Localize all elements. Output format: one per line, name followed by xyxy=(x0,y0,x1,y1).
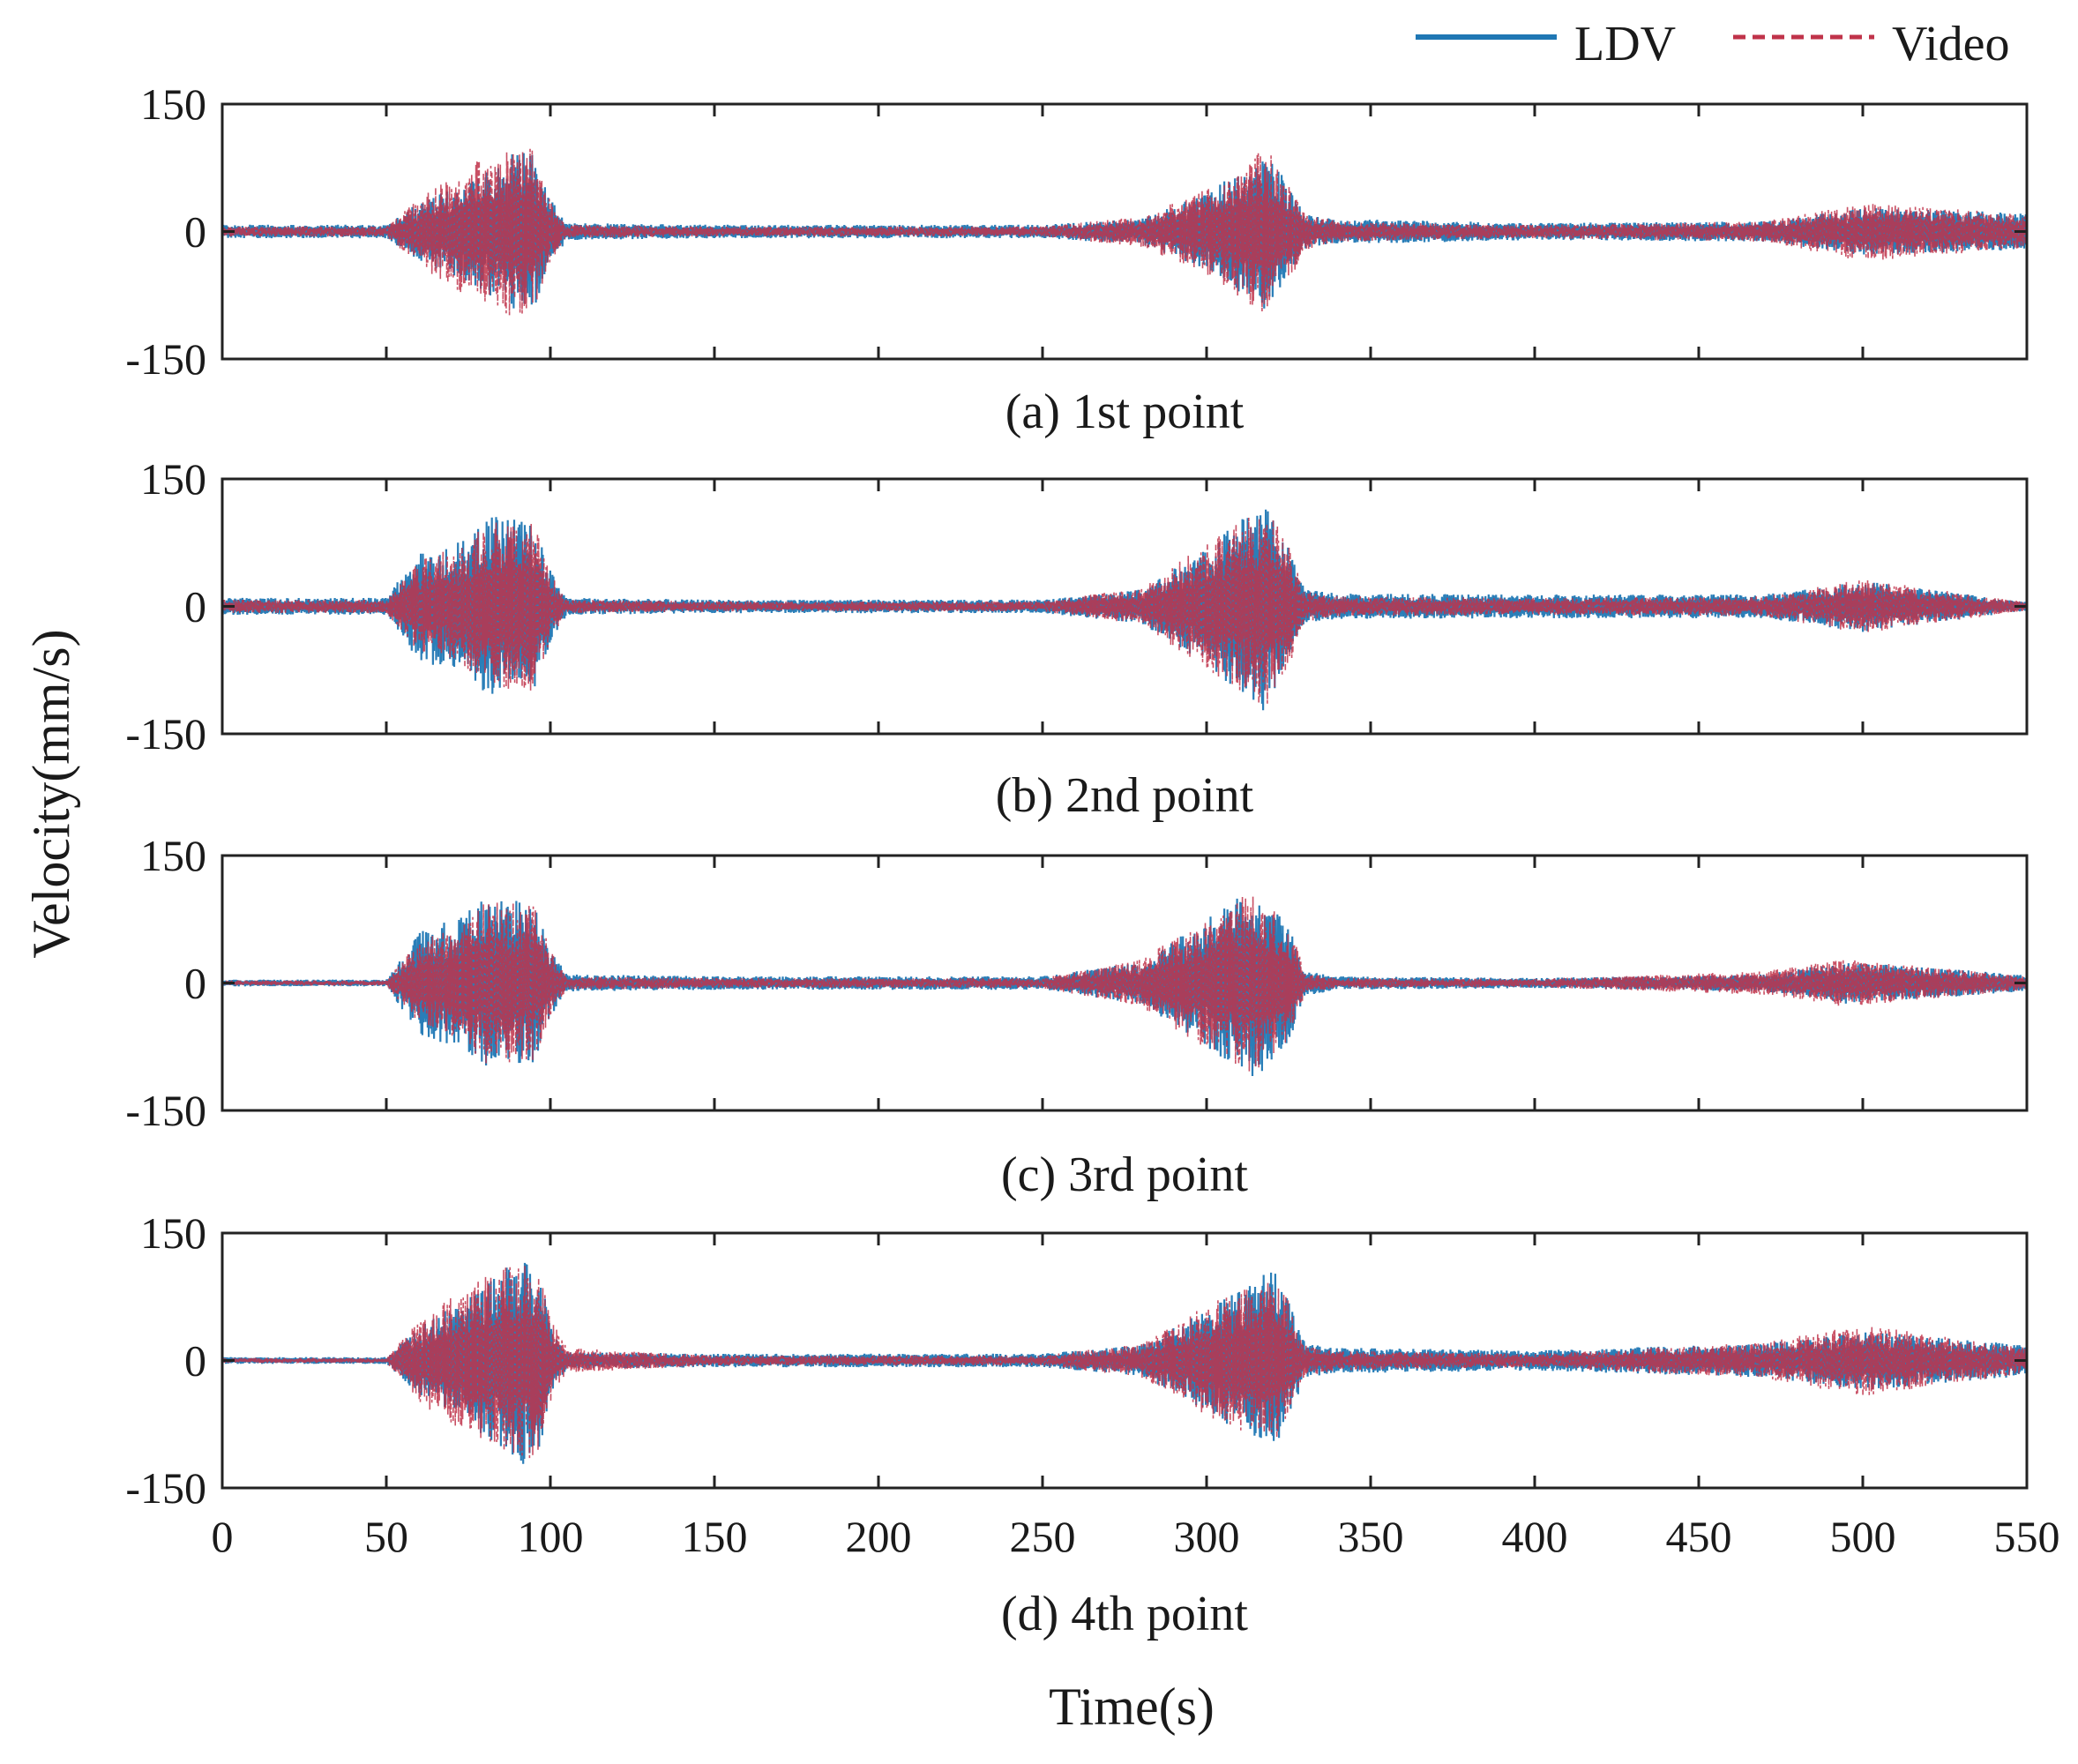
y-tick-label: 150 xyxy=(140,1208,206,1258)
series-video-line xyxy=(222,148,2027,316)
y-tick-label: 150 xyxy=(140,831,206,880)
y-axis-title: Velocity(mm/s) xyxy=(22,629,80,958)
x-tick-label: 200 xyxy=(846,1512,912,1561)
x-tick-label: 300 xyxy=(1174,1512,1240,1561)
series-video-line xyxy=(222,1266,2027,1459)
x-tick-label: 0 xyxy=(212,1512,234,1561)
y-tick-label: -150 xyxy=(125,709,206,759)
x-tick-label: 150 xyxy=(682,1512,748,1561)
legend-label-ldv: LDV xyxy=(1574,17,1676,71)
x-tick-label: 50 xyxy=(364,1512,408,1561)
x-tick-label: 250 xyxy=(1010,1512,1076,1561)
signals-4 xyxy=(222,1262,2027,1464)
y-tick-label: 0 xyxy=(184,1336,206,1386)
x-axis-title: Time(s) xyxy=(1049,1678,1215,1736)
panel-caption: (d) 4th point xyxy=(1001,1587,1248,1641)
legend: LDV Video xyxy=(1416,17,2010,71)
panel-caption: (c) 3rd point xyxy=(1001,1147,1248,1202)
series-video-line xyxy=(222,896,2027,1072)
legend-label-video: Video xyxy=(1892,17,2010,71)
panel-1: -150 0 150 (a) 1st point xyxy=(125,79,2029,439)
y-tick-label: -150 xyxy=(125,1086,206,1135)
y-tick-label: 0 xyxy=(184,582,206,632)
panel-caption: (a) 1st point xyxy=(1005,385,1245,439)
y-tick-label: -150 xyxy=(125,334,206,384)
series-video-line xyxy=(222,517,2027,704)
y-tick-label: 150 xyxy=(140,79,206,129)
x-tick-label: 100 xyxy=(518,1512,584,1561)
y-tick-label: -150 xyxy=(125,1463,206,1513)
y-tick-label: 150 xyxy=(140,454,206,504)
signals-3 xyxy=(222,896,2027,1077)
y-tick-label: 0 xyxy=(184,207,206,257)
x-tick-label: 550 xyxy=(1994,1512,2060,1561)
signals-1 xyxy=(222,148,2027,316)
x-tick-label: 500 xyxy=(1830,1512,1896,1561)
panel-3: -150 0 150 (c) 3rd point xyxy=(125,831,2029,1202)
x-tick-label: 450 xyxy=(1666,1512,1732,1561)
panel-caption: (b) 2nd point xyxy=(996,768,1254,823)
y-tick-label: 0 xyxy=(184,959,206,1008)
x-tick-label: 400 xyxy=(1502,1512,1568,1561)
signals-2 xyxy=(222,509,2027,711)
panel-2: -150 0 150 (b) 2nd point xyxy=(125,454,2029,823)
x-tick-label: 350 xyxy=(1338,1512,1404,1561)
